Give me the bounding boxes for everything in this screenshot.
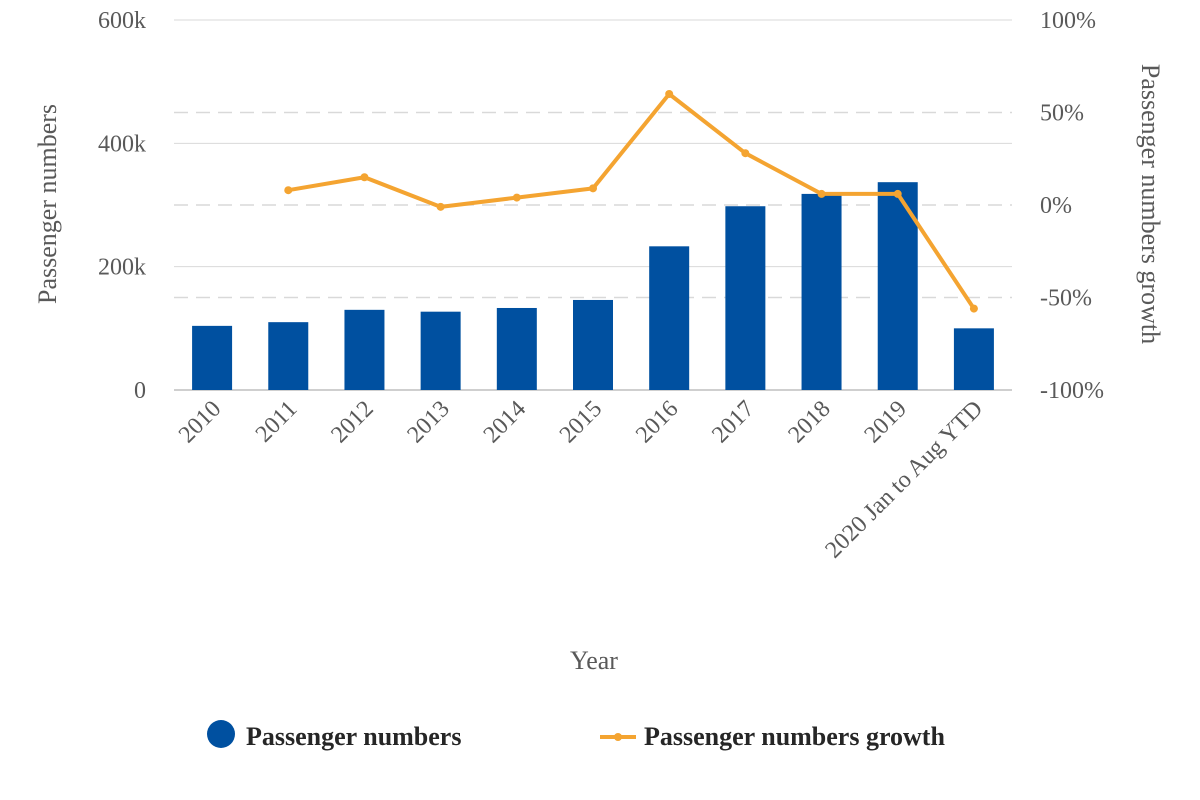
- legend-label-line: Passenger numbers growth: [644, 722, 945, 751]
- x-tick-label: 2011: [251, 396, 303, 448]
- x-tick-label: 2010: [174, 396, 226, 448]
- bar: [344, 309, 385, 390]
- gridlines: [174, 19, 1012, 391]
- right-y-axis-ticks: -100% -50% 0% 50% 100%: [1040, 8, 1104, 404]
- growth-point: [360, 173, 369, 182]
- x-axis-ticks: 2010 2011 2012 2013 2014 2015 2016 2017 2018 2019…: [174, 396, 988, 564]
- growth-point: [893, 189, 902, 198]
- x-tick-label: 2015: [555, 396, 607, 448]
- growth-point: [665, 90, 674, 98]
- x-tick-label: 2012: [326, 396, 378, 448]
- y-axis-title-left: Passenger numbers: [33, 104, 62, 304]
- left-y-axis-ticks: 0 200k 400k 600k: [98, 8, 146, 404]
- growth-line: [287, 92, 976, 310]
- y-tick-label-right: 100%: [1040, 8, 1096, 34]
- bar: [801, 193, 842, 390]
- growth-point: [969, 304, 978, 313]
- growth-point: [817, 189, 826, 198]
- legend-label-bars: Passenger numbers: [246, 722, 461, 751]
- bar: [725, 206, 766, 390]
- x-tick-label: 2013: [403, 396, 455, 448]
- bar-series-passenger-numbers: [192, 182, 994, 390]
- x-tick-label: 2014: [479, 396, 531, 448]
- y-tick-label-right: 0%: [1040, 193, 1072, 219]
- growth-point: [512, 193, 521, 202]
- x-tick-label: 2016: [631, 396, 683, 448]
- y-tick-label-left: 400k: [98, 131, 146, 157]
- x-tick-label: 2017: [707, 396, 759, 448]
- bar: [573, 299, 613, 390]
- legend: Passenger numbers Passenger numbers grow…: [207, 720, 945, 751]
- y-tick-label-right: -50%: [1040, 286, 1092, 312]
- legend-line-dot: [614, 733, 622, 741]
- growth-point: [284, 186, 293, 195]
- bar: [496, 307, 537, 390]
- bar: [420, 311, 461, 390]
- y-tick-label-right: -100%: [1040, 378, 1104, 404]
- bar: [192, 325, 233, 390]
- y-tick-label-left: 200k: [98, 255, 146, 281]
- x-axis-title: Year: [570, 646, 618, 675]
- growth-point: [436, 202, 445, 211]
- growth-point: [589, 184, 597, 193]
- y-tick-label-right: 50%: [1040, 101, 1084, 127]
- bar: [268, 322, 309, 390]
- growth-point: [741, 149, 750, 158]
- x-tick-label: 2018: [783, 396, 835, 448]
- x-tick-label: 2019: [860, 396, 912, 448]
- y-axis-title-right: Passenger numbers growth: [1136, 64, 1165, 344]
- y-tick-label-left: 600k: [98, 8, 146, 34]
- y-tick-label-left: 0: [134, 378, 146, 404]
- bar: [649, 246, 690, 390]
- bar: [953, 328, 994, 390]
- legend-bar-marker: [207, 720, 235, 748]
- line-series-passenger-numbers-growth: [284, 90, 978, 313]
